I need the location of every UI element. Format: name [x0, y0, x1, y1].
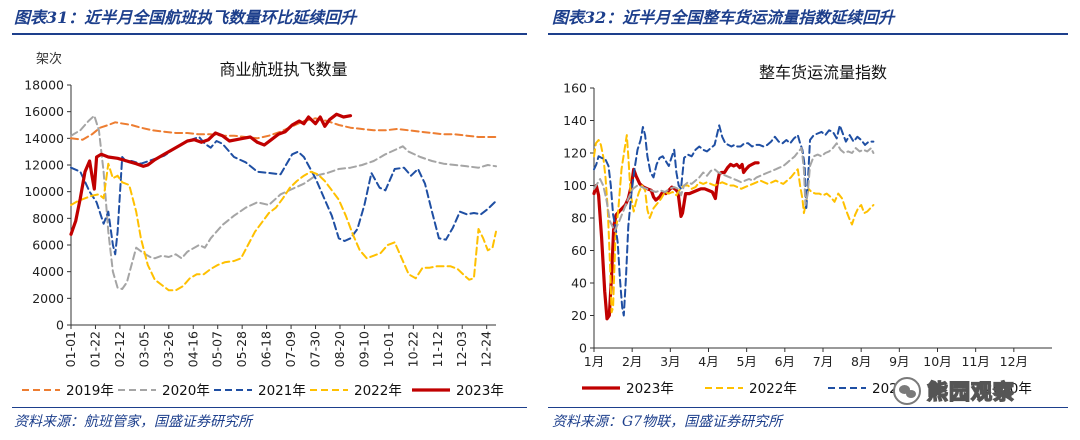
flights-legend-label: 2022年: [354, 383, 402, 399]
flights-y-tick-label: 4000: [32, 264, 64, 279]
freight-x-tick-label: 12月: [1000, 354, 1028, 369]
freight-y-tick-label: 140: [563, 113, 587, 128]
flights-x-tick-label: 02-12: [112, 331, 127, 367]
watermark: 熊园观察: [893, 376, 1015, 406]
flights-legend-label: 2023年: [456, 383, 504, 399]
freight-series-line-3: [593, 124, 875, 317]
freight-legend-label: 2023年: [626, 381, 674, 397]
freight-x-tick-label: 10月: [923, 354, 951, 369]
flights-x-tick-label: 03-05: [136, 331, 151, 367]
flights-x-tick-label: 08-20: [332, 331, 347, 367]
freight-legend-label: 2020年: [984, 381, 1032, 397]
freight-x-tick-label: 9月: [889, 354, 909, 369]
flights-x-tick-label: 07-30: [308, 331, 323, 367]
freight-y-tick-label: 60: [571, 243, 587, 258]
flights-y-tick-label: 10000: [24, 184, 64, 199]
flights-legend-label: 2021年: [258, 383, 306, 399]
flights-y-tick-label: 2000: [32, 291, 64, 306]
freight-x-tick-label: 11月: [961, 354, 989, 369]
flights-series-line-2: [70, 114, 497, 290]
freight-y-tick-label: 80: [571, 211, 587, 226]
flights-legend-label: 2020年: [162, 383, 210, 399]
flights-legend-label: 2019年: [66, 383, 114, 399]
left-footer-rule: [12, 407, 527, 408]
flights-y-tick-label: 0: [56, 318, 64, 333]
freight-x-tick-label: 8月: [851, 354, 871, 369]
freight-x-tick-label: 2月: [622, 354, 642, 369]
freight-x-tick-label: 4月: [698, 354, 718, 369]
flights-y-tick-label: 12000: [24, 158, 64, 173]
freight-y-tick-label: 0: [579, 341, 587, 356]
flights-x-tick-label: 07-09: [283, 331, 298, 367]
flights-x-tick-label: 06-18: [259, 331, 274, 367]
freight-y-tick-label: 160: [563, 81, 587, 96]
flights-x-tick-label: 04-16: [185, 331, 200, 367]
freight-x-tick-label: 5月: [736, 354, 756, 369]
left-source-note: 资料来源：航班管家，国盛证券研究所: [14, 414, 252, 430]
left-figure-title: 图表31：近半月全国航班执飞数量环比延续回升: [14, 8, 357, 27]
freight-x-tick-label: 6月: [775, 354, 795, 369]
flights-x-tick-label: 03-26: [161, 331, 176, 367]
flights-x-tick-label: 05-28: [234, 331, 249, 367]
flights-y-tick-label: 6000: [32, 238, 64, 253]
freight-y-tick-label: 120: [563, 146, 587, 161]
wechat-icon: [893, 377, 921, 405]
freight-series-line-4: [593, 142, 875, 232]
flights-x-tick-label: 01-01: [63, 331, 78, 367]
freight-x-tick-label: 3月: [660, 354, 680, 369]
freight-index-chart: 整车货运流量指数 0 20 40 60 80 100 120 140 160 1月 2月 3月 4月 5月 6…: [563, 63, 1052, 397]
flights-x-tick-label: 11-12: [430, 331, 445, 367]
flights-x-tick-label: 05-07: [210, 331, 225, 367]
flights-y-tick-label: 8000: [32, 211, 64, 226]
flights-y-tick-label: 18000: [24, 78, 64, 93]
watermark-text: 熊园观察: [926, 379, 1015, 404]
freight-x-tick-label: 7月: [813, 354, 833, 369]
flights-x-tick-label: 10-22: [405, 331, 420, 367]
freight-y-tick-label: 20: [571, 308, 587, 323]
flights-series-line-3: [70, 136, 497, 256]
freight-y-tick-label: 40: [571, 276, 587, 291]
right-footer-rule: [548, 407, 1068, 408]
flights-series-line-1: [70, 117, 497, 141]
flights-x-tick-label: 10-01: [381, 331, 396, 367]
right-title-rule: [548, 33, 1068, 35]
flight-count-chart: 商业航班执飞数量 架次 0 2000 4000 6000 8000 10000 12000 140…: [22, 51, 504, 399]
right-source-note: 资料来源：G7物联，国盛证券研究所: [552, 414, 783, 430]
flights-y-tick-label: 14000: [24, 131, 64, 146]
flights-y-tick-label: 16000: [24, 104, 64, 119]
flights-chart-title: 商业航班执飞数量: [219, 60, 347, 79]
flights-x-tick-label: 12-24: [479, 331, 494, 367]
freight-legend-label: 2022年: [749, 381, 797, 397]
freight-series-line-2: [593, 134, 875, 314]
right-figure-title: 图表32：近半月全国整车货运流量指数延续回升: [552, 8, 895, 27]
flights-series-line-4: [70, 162, 497, 292]
flights-x-tick-label: 09-10: [356, 331, 371, 367]
flights-series-line-5: [69, 112, 353, 236]
flights-x-tick-label: 12-03: [454, 331, 469, 367]
freight-y-tick-label: 100: [563, 178, 587, 193]
freight-x-tick-label: 1月: [584, 354, 604, 369]
freight-chart-title: 整车货运流量指数: [759, 63, 887, 82]
left-title-rule: [12, 33, 527, 35]
flights-x-tick-label: 01-22: [87, 331, 102, 367]
flights-y-axis-label: 架次: [36, 51, 62, 67]
